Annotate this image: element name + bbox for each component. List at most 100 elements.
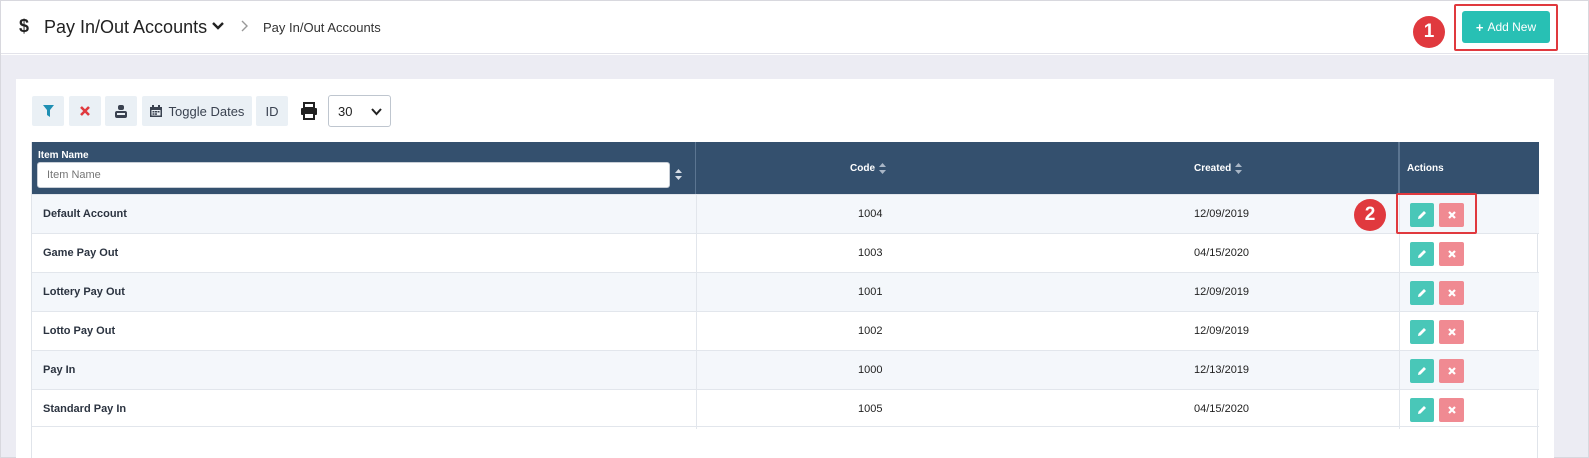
sort-icon[interactable] bbox=[675, 169, 682, 180]
edit-button[interactable] bbox=[1410, 320, 1434, 344]
id-label: ID bbox=[265, 103, 279, 119]
actions-highlight bbox=[1396, 193, 1477, 234]
code-cell: 1002 bbox=[858, 325, 883, 337]
delete-icon bbox=[1447, 367, 1456, 375]
print-icon[interactable] bbox=[300, 102, 318, 120]
column-divider bbox=[1399, 273, 1400, 312]
created-cell: 04/15/2020 bbox=[1194, 247, 1250, 259]
code-cell: 1005 bbox=[858, 403, 883, 415]
delete-icon bbox=[1447, 328, 1456, 336]
delete-button[interactable] bbox=[1439, 281, 1464, 305]
filter-icon bbox=[42, 105, 54, 117]
column-actions-label: Actions bbox=[1407, 163, 1444, 174]
id-toggle-button[interactable]: ID bbox=[256, 96, 288, 126]
delete-button[interactable] bbox=[1439, 203, 1464, 227]
table-header: Item Name Code Created Actions bbox=[32, 142, 1539, 194]
plus-icon: + bbox=[1475, 19, 1484, 35]
column-divider bbox=[696, 351, 697, 390]
created-cell: 12/09/2019 bbox=[1194, 325, 1250, 337]
edit-icon bbox=[1418, 328, 1426, 336]
edit-icon bbox=[1418, 406, 1426, 414]
item-name-cell: Lottery Pay Out bbox=[43, 286, 125, 298]
created-cell: 04/15/2020 bbox=[1194, 403, 1250, 415]
item-name-cell: Default Account bbox=[43, 208, 127, 220]
edit-button[interactable] bbox=[1410, 359, 1434, 383]
edit-button[interactable] bbox=[1410, 242, 1434, 266]
created-cell: 12/09/2019 bbox=[1194, 208, 1250, 220]
column-code-header: Code bbox=[850, 163, 886, 174]
clear-icon bbox=[80, 106, 90, 116]
column-actions: Actions bbox=[1399, 142, 1539, 194]
chevron-down-icon[interactable] bbox=[211, 19, 225, 33]
toggle-dates-button[interactable]: Toggle Dates bbox=[142, 96, 252, 126]
code-cell: 1001 bbox=[858, 286, 883, 298]
column-divider bbox=[696, 273, 697, 312]
item-name-filter-input[interactable] bbox=[37, 162, 670, 188]
edit-button[interactable] bbox=[1410, 398, 1434, 422]
edit-button[interactable] bbox=[1410, 203, 1434, 227]
column-divider bbox=[696, 195, 697, 234]
edit-button[interactable] bbox=[1410, 281, 1434, 305]
toggle-dates-label: Toggle Dates bbox=[168, 103, 245, 119]
filter-button[interactable] bbox=[32, 96, 64, 126]
edit-icon bbox=[1418, 211, 1426, 219]
page-size-select[interactable]: 30 bbox=[328, 95, 391, 127]
column-code-label: Code bbox=[850, 163, 875, 174]
page-size-value: 30 bbox=[338, 104, 353, 119]
table-row[interactable]: Pay In 1000 12/13/2019 bbox=[32, 350, 1539, 390]
column-created-label: Created bbox=[1194, 163, 1232, 174]
table-row[interactable]: Lottery Pay Out 1001 12/09/2019 bbox=[32, 272, 1539, 312]
page-header: $ Pay In/Out Accounts Pay In/Out Account… bbox=[1, 1, 1588, 54]
column-divider bbox=[1399, 312, 1400, 351]
sort-icon bbox=[1235, 163, 1243, 174]
column-divider bbox=[1399, 390, 1400, 429]
table-row[interactable]: Standard Pay In 1005 04/15/2020 bbox=[32, 389, 1539, 429]
created-cell: 12/09/2019 bbox=[1194, 286, 1250, 298]
accounts-table: Item Name Code Created Actions Default A… bbox=[31, 142, 1539, 458]
table-row[interactable]: Default Account 1004 12/09/2019 bbox=[32, 194, 1539, 234]
calendar-icon bbox=[149, 105, 162, 117]
item-name-cell: Game Pay Out bbox=[43, 247, 119, 259]
breadcrumb[interactable]: Pay In/Out Accounts bbox=[263, 20, 381, 35]
table-bottom-border bbox=[32, 426, 1539, 427]
item-name-cell: Lotto Pay Out bbox=[43, 325, 116, 337]
delete-icon bbox=[1447, 406, 1456, 414]
table-row[interactable]: Game Pay Out 1003 04/15/2020 bbox=[32, 233, 1539, 273]
column-code[interactable]: Code Created bbox=[696, 142, 1399, 194]
chevron-right-icon bbox=[241, 20, 248, 32]
column-item-name[interactable]: Item Name bbox=[32, 142, 696, 194]
callout-badge-2: 2 bbox=[1354, 199, 1386, 231]
add-new-button[interactable]: + Add New bbox=[1462, 11, 1550, 43]
delete-icon bbox=[1447, 211, 1456, 219]
page-title: Pay In/Out Accounts bbox=[44, 17, 208, 37]
item-name-cell: Pay In bbox=[43, 364, 76, 376]
created-cell: 12/13/2019 bbox=[1194, 364, 1250, 376]
delete-icon bbox=[1447, 250, 1456, 258]
column-divider bbox=[1399, 195, 1400, 234]
column-divider bbox=[1399, 351, 1400, 390]
delete-button[interactable] bbox=[1439, 242, 1464, 266]
clear-filters-button[interactable] bbox=[69, 96, 101, 126]
column-divider bbox=[696, 312, 697, 351]
delete-button[interactable] bbox=[1439, 398, 1464, 422]
table-row[interactable]: Lotto Pay Out 1002 12/09/2019 bbox=[32, 311, 1539, 351]
column-divider bbox=[696, 234, 697, 273]
code-cell: 1004 bbox=[858, 208, 883, 220]
delete-button[interactable] bbox=[1439, 320, 1464, 344]
column-item-name-label: Item Name bbox=[38, 150, 89, 161]
user-filter-button[interactable] bbox=[105, 96, 137, 126]
dollar-icon: $ bbox=[19, 16, 30, 36]
sort-icon bbox=[879, 163, 886, 174]
column-divider bbox=[1399, 234, 1400, 273]
column-divider bbox=[696, 390, 697, 429]
code-cell: 1000 bbox=[858, 364, 883, 376]
chevron-down-icon bbox=[371, 108, 382, 116]
add-new-highlight bbox=[1454, 4, 1558, 51]
item-name-cell: Standard Pay In bbox=[43, 403, 127, 415]
delete-button[interactable] bbox=[1439, 359, 1464, 383]
edit-icon bbox=[1418, 250, 1426, 258]
user-icon bbox=[115, 104, 127, 118]
edit-icon bbox=[1418, 367, 1426, 375]
code-cell: 1003 bbox=[858, 247, 883, 259]
column-created-header[interactable]: Created bbox=[1194, 163, 1243, 174]
